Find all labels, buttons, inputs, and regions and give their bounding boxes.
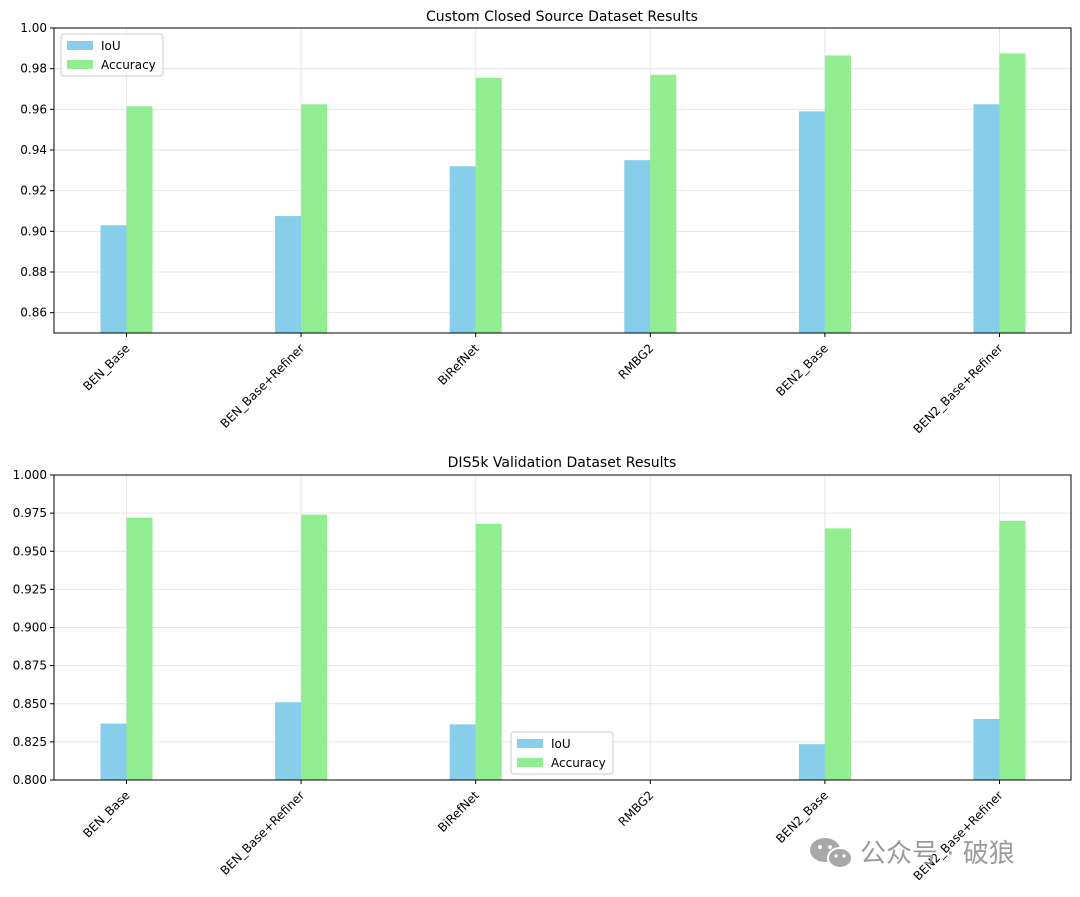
watermark-text: 公众号 · 破狼 <box>860 839 1015 869</box>
y-tick-label: 1.00 <box>20 21 47 35</box>
y-tick-label: 0.850 <box>13 697 47 711</box>
x-tick-label: BEN_Base <box>80 788 132 840</box>
legend: IoU Accuracy <box>510 731 614 775</box>
legend: IoU Accuracy <box>60 33 164 77</box>
x-tick-label: BEN_Base+Refiner <box>218 788 308 878</box>
y-tick-label: 0.900 <box>13 621 47 635</box>
bar-accuracy-birefnet <box>475 523 502 780</box>
bar-accuracy-ben2-base-refiner <box>999 53 1026 334</box>
legend-swatch <box>67 41 93 50</box>
wechat-icon <box>810 838 853 869</box>
bar-accuracy-birefnet <box>475 77 502 333</box>
x-tick-label: BEN_Base <box>80 341 132 393</box>
y-tick-label: 0.88 <box>20 265 47 279</box>
bar-accuracy-ben-base <box>126 106 153 334</box>
y-tick-label: 0.950 <box>13 544 47 558</box>
chart-dis5k-validation: DIS5k Validation Dataset Results 0.8000.… <box>13 455 1072 883</box>
x-tick-label: BiRefNet <box>435 341 482 388</box>
y-tick-label: 0.925 <box>13 582 47 596</box>
y-tick-label: 0.875 <box>13 659 47 673</box>
legend-label: IoU <box>551 737 571 751</box>
bar-iou-ben-base-refiner <box>275 216 302 333</box>
legend-label: IoU <box>101 39 121 53</box>
legend-swatch <box>517 758 543 767</box>
legend-label: Accuracy <box>101 58 156 72</box>
x-axis-ticks: BEN_Base BEN_Base+Refiner BiRefNet RMBG2 BEN… <box>80 333 1006 436</box>
bar-accuracy-ben2-base-refiner <box>999 520 1026 780</box>
y-tick-label: 0.94 <box>20 143 47 157</box>
y-tick-label: 0.90 <box>20 224 47 238</box>
y-tick-label: 0.975 <box>13 506 47 520</box>
bars <box>100 514 1026 780</box>
bar-iou-ben-base <box>100 225 127 333</box>
bars <box>100 53 1026 334</box>
bar-iou-ben2-base-refiner <box>973 719 1000 780</box>
y-tick-label: 1.000 <box>13 468 47 482</box>
bar-iou-rmbg2 <box>624 160 651 333</box>
y-tick-label: 0.86 <box>20 306 47 320</box>
y-tick-label: 0.98 <box>20 62 47 76</box>
bar-iou-ben2-base-refiner <box>973 104 1000 333</box>
bar-accuracy-ben-base-refiner <box>301 514 328 780</box>
bar-accuracy-ben-base <box>126 517 153 780</box>
bar-iou-ben2-base <box>798 111 825 333</box>
legend-swatch <box>517 739 543 748</box>
bar-iou-birefnet <box>449 166 476 333</box>
y-axis-ticks: 0.86 0.88 0.90 0.92 0.94 0.96 0.98 1.00 <box>20 21 54 320</box>
watermark: 公众号 · 破狼 <box>810 838 1015 869</box>
x-tick-label: BEN2_Base <box>773 341 831 399</box>
bar-accuracy-ben2-base <box>824 528 851 780</box>
y-tick-label: 0.800 <box>13 773 47 787</box>
bar-iou-birefnet <box>449 724 476 780</box>
y-tick-label: 0.92 <box>20 184 47 198</box>
plot-frame <box>53 27 1072 334</box>
x-tick-label: BEN2_Base+Refiner <box>911 341 1006 436</box>
x-tick-label: BEN2_Base <box>773 788 831 846</box>
bar-accuracy-ben2-base <box>824 55 851 333</box>
x-tick-label: RMBG2 <box>616 788 657 829</box>
chart-custom-closed-source: Custom Closed Source Dataset Results 0.8… <box>20 9 1072 436</box>
grid <box>54 27 1071 333</box>
legend-swatch <box>67 60 93 69</box>
x-tick-label: BiRefNet <box>435 788 482 835</box>
y-tick-label: 0.825 <box>13 735 47 749</box>
bar-iou-ben-base-refiner <box>275 702 302 780</box>
chart-title: Custom Closed Source Dataset Results <box>426 9 698 25</box>
y-tick-label: 0.96 <box>20 102 47 116</box>
bar-accuracy-rmbg2 <box>650 74 677 334</box>
bar-iou-ben2-base <box>798 744 825 780</box>
x-tick-label: RMBG2 <box>616 341 657 382</box>
bar-accuracy-ben-base-refiner <box>301 104 328 333</box>
x-tick-label: BEN_Base+Refiner <box>218 341 308 431</box>
chart-title: DIS5k Validation Dataset Results <box>448 455 677 471</box>
y-axis-ticks: 0.800 0.825 0.850 0.875 0.900 0.925 0.950 0.975… <box>13 468 54 787</box>
legend-label: Accuracy <box>551 756 606 770</box>
bar-iou-ben-base <box>100 723 127 780</box>
